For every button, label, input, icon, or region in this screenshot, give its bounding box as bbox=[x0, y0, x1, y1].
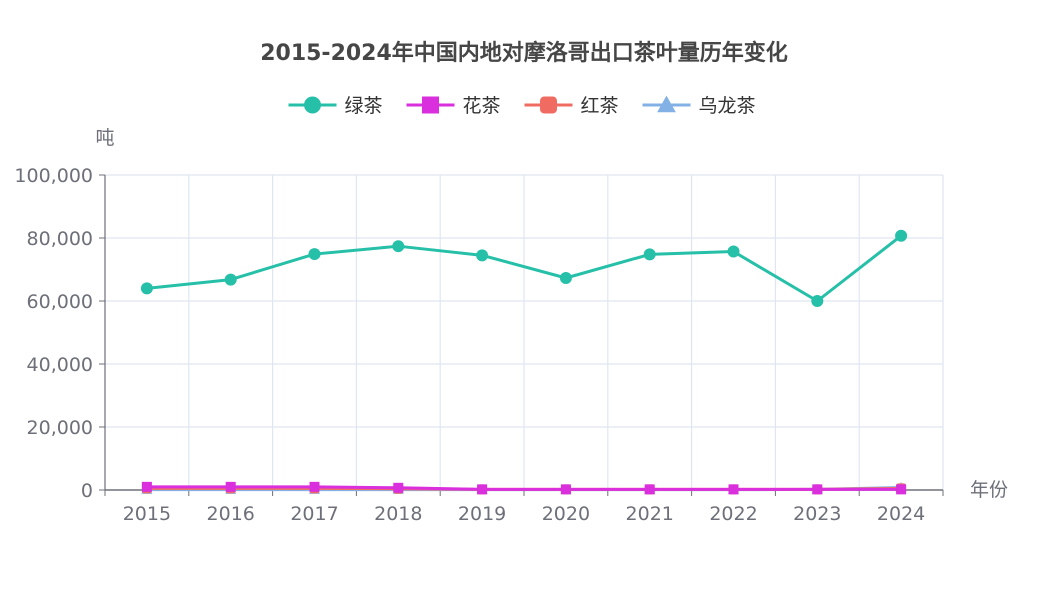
legend-item[interactable]: 乌龙茶 bbox=[642, 95, 756, 117]
data-point bbox=[895, 229, 908, 242]
legend-item[interactable]: 红茶 bbox=[524, 95, 619, 117]
data-point bbox=[476, 249, 489, 262]
data-point bbox=[728, 484, 739, 495]
chart-title: 2015-2024年中国内地对摩洛哥出口茶叶量历年变化 bbox=[260, 40, 788, 66]
series-lines bbox=[140, 229, 908, 495]
data-point bbox=[308, 248, 321, 261]
legend-label: 乌龙茶 bbox=[699, 95, 756, 117]
x-tick-label: 2018 bbox=[374, 503, 422, 525]
data-point bbox=[392, 240, 405, 253]
data-point bbox=[560, 484, 571, 495]
data-point bbox=[140, 282, 153, 295]
x-tick-label: 2024 bbox=[877, 503, 925, 525]
x-tick-label: 2015 bbox=[123, 503, 171, 525]
x-axis-label: 年份 bbox=[970, 479, 1008, 501]
x-tick-label: 2020 bbox=[542, 503, 590, 525]
x-tick-label: 2022 bbox=[709, 503, 757, 525]
data-point bbox=[812, 484, 823, 495]
y-tick-label: 40,000 bbox=[27, 354, 93, 376]
y-tick-label: 20,000 bbox=[27, 417, 93, 439]
series-1 bbox=[140, 229, 908, 307]
data-point bbox=[643, 248, 656, 261]
series-line bbox=[146, 485, 902, 491]
y-tick-label: 60,000 bbox=[27, 291, 93, 313]
data-point bbox=[896, 484, 907, 495]
series-line bbox=[146, 234, 903, 303]
legend-item[interactable]: 花茶 bbox=[406, 95, 501, 117]
data-point bbox=[644, 484, 655, 495]
data-point bbox=[811, 295, 824, 307]
y-tick-label: 100,000 bbox=[14, 165, 93, 187]
y-tick-label: 80,000 bbox=[27, 228, 93, 250]
legend-item[interactable]: 绿茶 bbox=[288, 95, 383, 117]
legend-marker bbox=[657, 95, 676, 113]
legend-label: 红茶 bbox=[581, 95, 619, 117]
data-point bbox=[141, 481, 152, 492]
grid-lines bbox=[105, 174, 944, 490]
data-point bbox=[309, 481, 320, 492]
x-tick-label: 2023 bbox=[793, 503, 841, 525]
data-point bbox=[393, 482, 404, 493]
data-point bbox=[559, 272, 572, 285]
x-tick-label: 2017 bbox=[290, 503, 338, 525]
x-tick-label: 2016 bbox=[207, 503, 255, 525]
y-axis-label: 吨 bbox=[95, 127, 114, 149]
y-tick-label: 0 bbox=[81, 480, 93, 502]
x-tick-label: 2021 bbox=[626, 503, 674, 525]
legend-marker bbox=[540, 96, 557, 114]
axes: 0 20,000 40,000 60,000 80,000 100,000 2015 2016… bbox=[14, 165, 944, 525]
series-2 bbox=[141, 481, 907, 495]
legend-label: 花茶 bbox=[463, 95, 501, 117]
data-point bbox=[224, 273, 237, 286]
x-tick-label: 2019 bbox=[458, 503, 506, 525]
legend-marker bbox=[304, 96, 321, 114]
data-point bbox=[727, 245, 740, 258]
legend-label: 绿茶 bbox=[345, 95, 383, 117]
data-point bbox=[477, 484, 488, 495]
legend-marker bbox=[422, 96, 439, 114]
legend: 绿茶 花茶 红茶 乌龙茶 bbox=[288, 95, 756, 117]
data-point bbox=[225, 481, 236, 492]
